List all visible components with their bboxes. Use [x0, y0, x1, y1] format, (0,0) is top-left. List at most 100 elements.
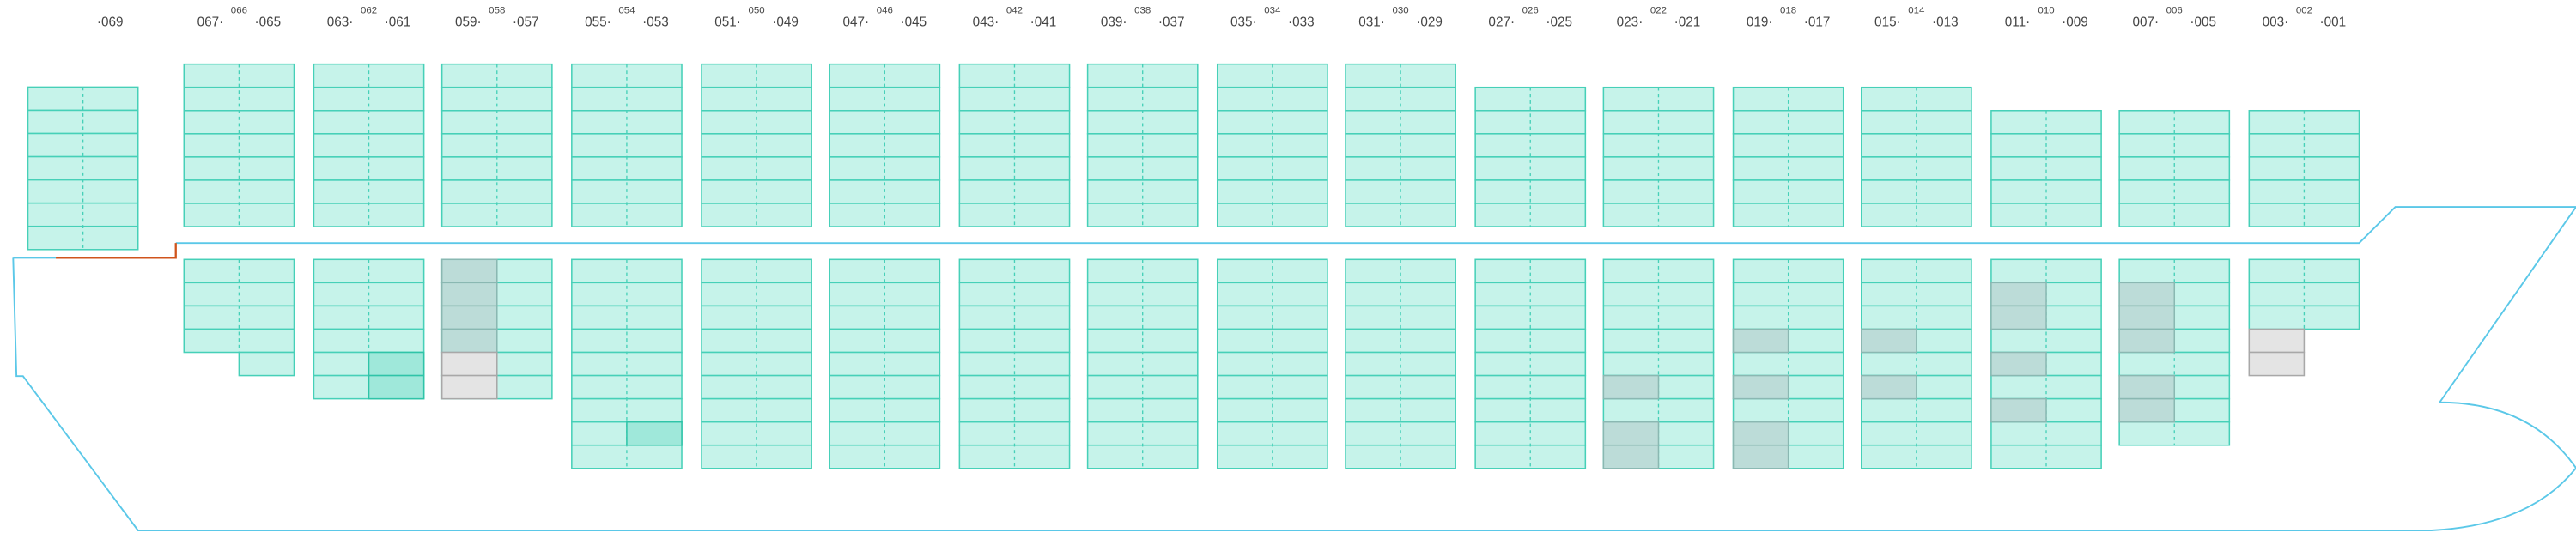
slot: [2248, 328, 2306, 354]
bay-label-center: 062: [361, 5, 377, 15]
bay-label-center: 058: [489, 5, 505, 15]
bay-label: ·005: [2190, 15, 2216, 30]
bay-label: 047·: [843, 15, 870, 30]
bay-label: 011·: [2005, 15, 2030, 30]
bay-label-center: 046: [877, 5, 893, 15]
slot: [368, 351, 425, 377]
slot-row: [1861, 86, 1972, 112]
bay-label: 067·: [197, 15, 224, 30]
slot: [1861, 328, 1917, 354]
slot-row: [313, 156, 425, 181]
slot: [1861, 374, 1917, 400]
slot: [1990, 351, 2047, 377]
bay-label: ·025: [1546, 15, 1572, 30]
bay-label: ·041: [1030, 15, 1057, 30]
bay-label-center: 002: [2296, 5, 2312, 15]
bay-label-center: 018: [1780, 5, 1796, 15]
bay-label: ·057: [513, 15, 539, 30]
bay-label-center: 050: [749, 5, 765, 15]
slot-row: [313, 258, 425, 284]
slot: [626, 421, 683, 446]
slot: [1602, 444, 1660, 469]
bay-label: 063·: [327, 15, 354, 30]
slot: [1990, 305, 2047, 330]
bay-label: 023·: [1617, 15, 1643, 30]
slot-row: [1732, 86, 1844, 112]
bay-label: 031·: [1358, 15, 1385, 30]
bay-label-center: 066: [231, 5, 247, 15]
slot-row: [1086, 63, 1199, 88]
bay-label-center: 038: [1134, 5, 1151, 15]
bay-label-center: 034: [1264, 5, 1281, 15]
bay-label: 003·: [2263, 15, 2289, 30]
slot-row: [2118, 258, 2231, 284]
bay-label: ·061: [385, 15, 411, 30]
slot-row: [313, 63, 425, 88]
deck-edge: [56, 243, 177, 259]
bay-label: 039·: [1101, 15, 1127, 30]
slot-row: [183, 258, 295, 284]
bay-label-center: 026: [1522, 5, 1539, 15]
bay-label-center: 006: [2166, 5, 2183, 15]
slot: [440, 305, 498, 330]
slot-row: [1086, 258, 1199, 284]
slot-row: [829, 63, 941, 88]
slot-row: [2118, 109, 2231, 135]
slot: [1990, 282, 2047, 307]
bay-label: ·001: [2320, 15, 2347, 30]
slot-row: [1602, 258, 1715, 284]
bay-label: 043·: [973, 15, 999, 30]
slot-row: [958, 63, 1071, 88]
slot: [1732, 421, 1789, 446]
bay-label: 019·: [1747, 15, 1773, 30]
slot-row: [1732, 351, 1844, 377]
slot: [1732, 328, 1789, 354]
slot: [2118, 374, 2176, 400]
bay-label-center: 042: [1006, 5, 1023, 15]
slot: [2118, 282, 2176, 307]
bay-label-center: 022: [1650, 5, 1667, 15]
plan-group: ·069 067· 066 ·065 063· 062 ·061 059· 058 ·057 055…: [12, 5, 2576, 531]
bay-label: ·017: [1804, 15, 1831, 30]
slot: [1990, 397, 2047, 423]
bay-label: 015·: [1874, 15, 1901, 30]
bay-label: ·029: [1416, 15, 1443, 30]
bay-label-center: 014: [1908, 5, 1925, 15]
slot: [440, 258, 498, 284]
bay-label: 027·: [1488, 15, 1515, 30]
bay-label: ·069: [97, 15, 124, 30]
slot-row: [571, 63, 683, 88]
slot-row: [1602, 86, 1715, 112]
bay-label-center: 010: [2038, 5, 2054, 15]
bay-label: ·037: [1158, 15, 1185, 30]
slot-row: [1216, 63, 1328, 88]
bay-label: ·045: [900, 15, 927, 30]
bay-label: ·021: [1674, 15, 1701, 30]
bay-label: 051·: [714, 15, 741, 30]
slot: [2118, 328, 2176, 354]
slot-row: [1861, 258, 1972, 284]
slot-row: [1345, 351, 1456, 377]
bay-label: 055·: [585, 15, 611, 30]
bay-label: ·013: [1932, 15, 1959, 30]
slot-row: [701, 63, 812, 88]
slot: [440, 328, 498, 354]
bay-label: ·009: [2062, 15, 2088, 30]
bay-label: 035·: [1230, 15, 1257, 30]
slot: [1732, 374, 1789, 400]
slot: [440, 282, 498, 307]
slot: [1602, 421, 1660, 446]
slot: [2118, 397, 2176, 423]
slot-row: [571, 258, 683, 284]
bay-label: ·049: [772, 15, 799, 30]
slot: [1602, 374, 1660, 400]
bay-label: 059·: [455, 15, 482, 30]
bay-label: 007·: [2132, 15, 2159, 30]
hull-outline: [12, 206, 2576, 531]
bay-label: ·065: [255, 15, 282, 30]
slot-row: [2248, 109, 2360, 135]
slot: [2118, 305, 2176, 330]
slot: [1732, 444, 1789, 469]
slot: [440, 351, 498, 377]
